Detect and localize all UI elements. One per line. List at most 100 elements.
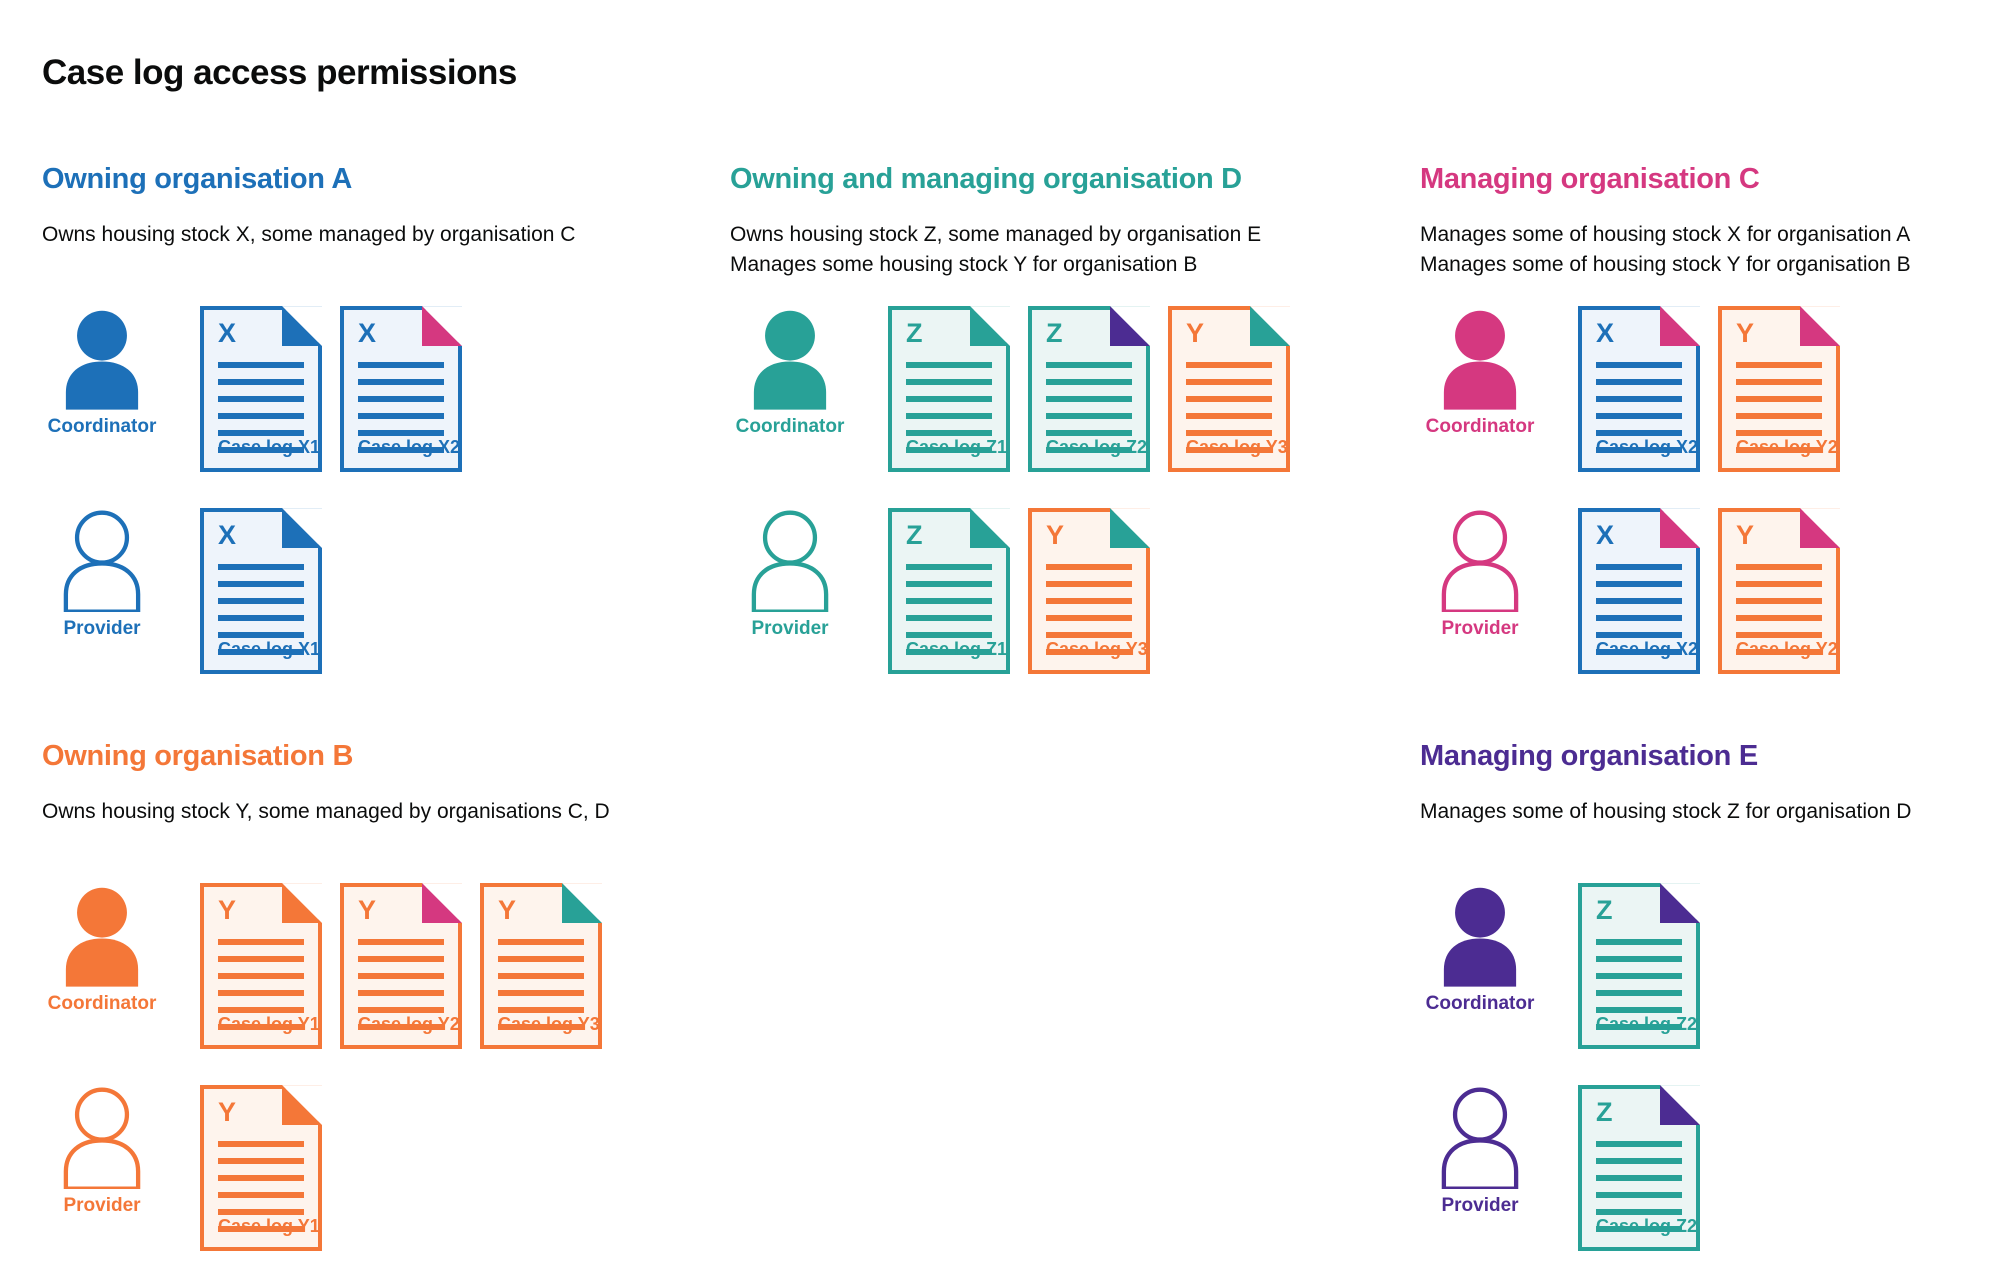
document-lines-icon <box>218 939 304 1041</box>
case-log-group: X Case log X2 Y Case log Y2 <box>1578 508 1840 675</box>
case-log-card-y1: Y Case log Y1 <box>200 883 322 1050</box>
section-description: Owns housing stock X, some managed by or… <box>42 220 702 296</box>
case-log-card-y2: Y Case log Y2 <box>1718 508 1840 675</box>
role-label: Coordinator <box>1425 416 1535 438</box>
stock-letter: Y <box>218 895 237 926</box>
case-log-card-z1: Z Case log Z1 <box>888 508 1010 675</box>
person-outline-icon <box>1441 1087 1519 1190</box>
person-outline-icon <box>63 1087 141 1190</box>
stock-letter: X <box>218 318 237 349</box>
case-log-label: Case log X2 <box>1596 639 1699 660</box>
document-lines-icon <box>498 939 584 1041</box>
role-label: Provider <box>63 1195 141 1217</box>
section-description: Manages some of housing stock X for orga… <box>1420 220 1990 296</box>
stock-letter: X <box>1596 318 1615 349</box>
section-heading: Owning organisation B <box>42 740 354 773</box>
case-log-label: Case log Y3 <box>1186 437 1288 458</box>
person-filled-icon <box>65 310 139 410</box>
case-log-label: Case log Z2 <box>1596 1216 1698 1237</box>
role-label: Coordinator <box>47 416 157 438</box>
coordinator-row: Coordinator Y Case log Y1 Y Case log Y2 … <box>42 883 702 1050</box>
description-line: Manages some of housing stock Y for orga… <box>1420 253 1911 277</box>
case-log-group: X Case log X1 <box>200 508 322 675</box>
document-lines-icon <box>218 564 304 666</box>
case-log-label: Case log Y2 <box>1736 437 1838 458</box>
case-log-card-x2: X Case log X2 <box>340 306 462 473</box>
case-log-group: Y Case log Y1 <box>200 1085 322 1252</box>
case-log-card-z2: Z Case log Z2 <box>1028 306 1150 473</box>
section-managing-organisation-e: Managing organisation E Manages some of … <box>1420 715 1990 1252</box>
role-label: Coordinator <box>735 416 845 438</box>
case-log-card-y3: Y Case log Y3 <box>1168 306 1290 473</box>
person-outline-icon <box>751 510 829 613</box>
role-label: Provider <box>1441 1195 1519 1217</box>
coordinator-row: Coordinator Z Case log Z2 <box>1420 883 1990 1050</box>
person-filled-icon <box>1443 887 1517 987</box>
case-log-card-y2: Y Case log Y2 <box>340 883 462 1050</box>
section-heading: Owning and managing organisation D <box>730 163 1242 196</box>
case-log-card-z1: Z Case log Z1 <box>888 306 1010 473</box>
case-log-card-x1: X Case log X1 <box>200 508 322 675</box>
case-log-card-y2: Y Case log Y2 <box>1718 306 1840 473</box>
document-lines-icon <box>1596 939 1682 1041</box>
stock-letter: Y <box>218 1097 237 1128</box>
provider-row: Provider Y Case log Y1 <box>42 1085 702 1252</box>
case-log-label: Case log X1 <box>218 639 321 660</box>
description-line: Owns housing stock Y, some managed by or… <box>42 800 610 824</box>
person-filled-icon <box>1443 310 1517 410</box>
stock-letter: Y <box>358 895 377 926</box>
section-managing-organisation-c: Managing organisation C Manages some of … <box>1420 138 1990 675</box>
case-log-group: X Case log X1 X Case log X2 <box>200 306 462 473</box>
case-log-label: Case log Y2 <box>358 1014 460 1035</box>
case-log-card-y3: Y Case log Y3 <box>480 883 602 1050</box>
stock-letter: Z <box>1046 318 1063 349</box>
case-log-label: Case log Z2 <box>1046 437 1148 458</box>
person-filled-icon <box>65 887 139 987</box>
document-lines-icon <box>1596 564 1682 666</box>
document-lines-icon <box>1736 362 1822 464</box>
role-label: Provider <box>1441 618 1519 640</box>
case-log-label: Case log Y1 <box>218 1014 320 1035</box>
section-heading: Owning organisation A <box>42 163 353 196</box>
stock-letter: X <box>218 520 237 551</box>
case-log-group: Z Case log Z2 <box>1578 1085 1700 1252</box>
document-lines-icon <box>1046 362 1132 464</box>
provider-figure: Provider <box>42 508 162 640</box>
description-line: Manages some housing stock Y for organis… <box>730 253 1198 277</box>
case-log-card-x2: X Case log X2 <box>1578 306 1700 473</box>
document-lines-icon <box>218 362 304 464</box>
role-label: Coordinator <box>1425 993 1535 1015</box>
coordinator-figure: Coordinator <box>730 306 850 438</box>
case-log-card-y3: Y Case log Y3 <box>1028 508 1150 675</box>
document-lines-icon <box>1736 564 1822 666</box>
stock-letter: Z <box>1596 895 1613 926</box>
stock-letter: Z <box>906 318 923 349</box>
role-label: Provider <box>63 618 141 640</box>
provider-row: Provider Z Case log Z1 Y Case log Y3 <box>730 508 1390 675</box>
case-log-group: Z Case log Z1 Y Case log Y3 <box>888 508 1150 675</box>
section-description: Owns housing stock Y, some managed by or… <box>42 797 702 873</box>
case-log-group: X Case log X2 Y Case log Y2 <box>1578 306 1840 473</box>
stock-letter: Y <box>1046 520 1065 551</box>
section-owning-organisation-b: Owning organisation B Owns housing stock… <box>42 715 702 1252</box>
person-outline-icon <box>1441 510 1519 613</box>
coordinator-row: Coordinator X Case log X2 Y Case log Y2 <box>1420 306 1990 473</box>
section-owning-organisation-a: Owning organisation A Owns housing stock… <box>42 138 702 675</box>
section-description: Manages some of housing stock Z for orga… <box>1420 797 1990 873</box>
role-label: Coordinator <box>47 993 157 1015</box>
case-log-card-x2: X Case log X2 <box>1578 508 1700 675</box>
description-line: Owns housing stock Z, some managed by or… <box>730 223 1262 247</box>
case-log-label: Case log X2 <box>1596 437 1699 458</box>
provider-row: Provider X Case log X1 <box>42 508 702 675</box>
description-line: Manages some of housing stock Z for orga… <box>1420 800 1912 824</box>
stock-letter: Y <box>1186 318 1205 349</box>
case-log-label: Case log Z1 <box>906 639 1008 660</box>
coordinator-row: Coordinator Z Case log Z1 Z Case log Z2 … <box>730 306 1390 473</box>
stock-letter: Z <box>906 520 923 551</box>
stock-letter: X <box>358 318 377 349</box>
coordinator-figure: Coordinator <box>42 306 162 438</box>
coordinator-figure: Coordinator <box>1420 883 1540 1015</box>
provider-row: Provider Z Case log Z2 <box>1420 1085 1990 1252</box>
stock-letter: Z <box>1596 1097 1613 1128</box>
document-lines-icon <box>218 1141 304 1243</box>
